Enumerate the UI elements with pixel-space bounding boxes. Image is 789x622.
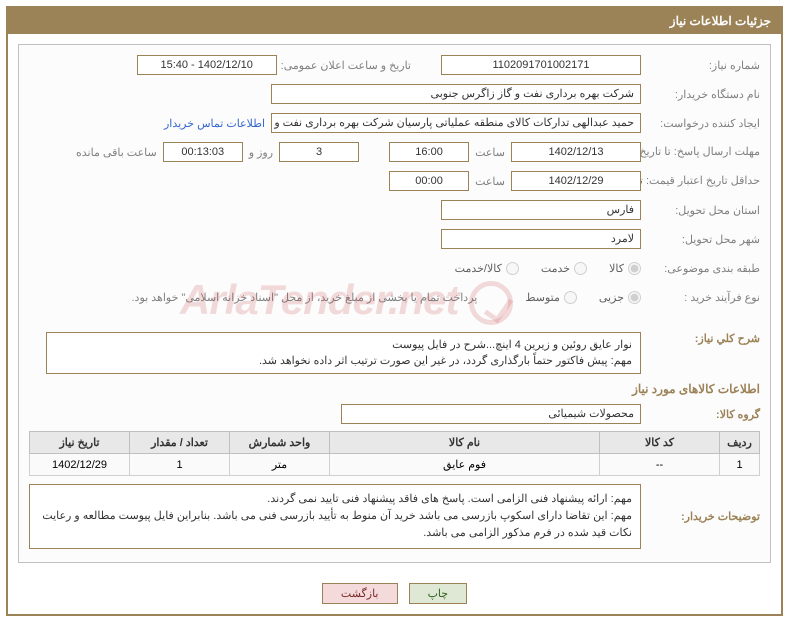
th-unit: واحد شمارش bbox=[230, 432, 330, 454]
province-value: فارس bbox=[441, 200, 641, 220]
radio-cat-both bbox=[506, 262, 519, 275]
radio-proc-minor bbox=[628, 291, 641, 304]
row-category: طبقه بندی موضوعی: کالا خدمت کالا/خدمت bbox=[29, 256, 760, 280]
table-header-row: ردیف کد کالا نام کالا واحد شمارش تعداد /… bbox=[30, 432, 760, 454]
th-row: ردیف bbox=[720, 432, 760, 454]
row-goods-group: گروه کالا: محصولات شیمیائی bbox=[29, 402, 760, 426]
city-value: لامرد bbox=[441, 229, 641, 249]
desc-label: شرح کلي نیاز: bbox=[645, 332, 760, 345]
desc-box: نوار عایق روئین و زیرین 4 اینچ...شرح در … bbox=[46, 332, 641, 374]
buyer-notes-box: مهم: ارائه پیشنهاد فنی الزامی است. پاسخ … bbox=[29, 484, 641, 549]
deadline-time: 16:00 bbox=[389, 142, 469, 162]
back-button[interactable]: بازگشت bbox=[322, 583, 398, 604]
th-name: نام کالا bbox=[330, 432, 600, 454]
remaining-label: ساعت باقی مانده bbox=[76, 146, 157, 159]
th-code: کد کالا bbox=[600, 432, 720, 454]
row-validity: حداقل تاریخ اعتبار قیمت: تا تاریخ: 1402/… bbox=[29, 169, 760, 193]
deadline-label: مهلت ارسال پاسخ: تا تاریخ: bbox=[645, 146, 760, 158]
days-remaining: 3 bbox=[279, 142, 359, 162]
radio-cat-service-label: خدمت bbox=[541, 262, 570, 275]
row-description: شرح کلي نیاز: نوار عایق روئین و زیرین 4 … bbox=[29, 332, 760, 374]
th-date: تاریخ نیاز bbox=[30, 432, 130, 454]
buyer-org-value: شرکت بهره برداری نفت و گاز زاگرس جنوبی bbox=[271, 84, 641, 104]
category-label: طبقه بندی موضوعی: bbox=[645, 262, 760, 275]
row-process: نوع فرآیند خرید : جزیی متوسط پرداخت تمام… bbox=[29, 285, 760, 309]
radio-cat-service bbox=[574, 262, 587, 275]
validity-time: 00:00 bbox=[389, 171, 469, 191]
td-code: -- bbox=[600, 454, 720, 476]
desc-line2: مهم: پیش فاکتور حتماً بارگذاری گردد، در … bbox=[55, 353, 632, 369]
row-buyer-org: نام دستگاه خریدار: شرکت بهره برداری نفت … bbox=[29, 82, 760, 106]
validity-date: 1402/12/29 bbox=[511, 171, 641, 191]
buyer-org-label: نام دستگاه خریدار: bbox=[645, 88, 760, 101]
content-panel: شماره نیاز: 1102091701002171 تاریخ و ساع… bbox=[18, 44, 771, 563]
days-label: روز و bbox=[249, 146, 273, 159]
radio-cat-goods bbox=[628, 262, 641, 275]
row-province: استان محل تحویل: فارس bbox=[29, 198, 760, 222]
radio-cat-goods-label: کالا bbox=[609, 262, 624, 275]
payment-note: پرداخت تمام یا بخشی از مبلغ خرید، از محل… bbox=[132, 291, 478, 304]
row-need-number: شماره نیاز: 1102091701002171 تاریخ و ساع… bbox=[29, 53, 760, 77]
header-title: جزئیات اطلاعات نیاز bbox=[670, 14, 771, 28]
goods-table: ردیف کد کالا نام کالا واحد شمارش تعداد /… bbox=[29, 431, 760, 476]
time-label-2: ساعت bbox=[475, 175, 505, 188]
main-frame: جزئیات اطلاعات نیاز شماره نیاز: 11020917… bbox=[6, 6, 783, 616]
radio-cat-both-label: کالا/خدمت bbox=[455, 262, 502, 275]
row-city: شهر محل تحویل: لامرد bbox=[29, 227, 760, 251]
radio-proc-medium bbox=[564, 291, 577, 304]
process-label: نوع فرآیند خرید : bbox=[645, 291, 760, 304]
group-value: محصولات شیمیائی bbox=[341, 404, 641, 424]
validity-label: حداقل تاریخ اعتبار قیمت: تا تاریخ: bbox=[645, 175, 760, 187]
row-deadline: مهلت ارسال پاسخ: تا تاریخ: 1402/12/13 سا… bbox=[29, 140, 760, 164]
td-date: 1402/12/29 bbox=[30, 454, 130, 476]
countdown: 00:13:03 bbox=[163, 142, 243, 162]
contact-buyer-link[interactable]: اطلاعات تماس خریدار bbox=[164, 117, 265, 130]
requester-label: ایجاد کننده درخواست: bbox=[645, 117, 760, 130]
td-name: فوم عایق bbox=[330, 454, 600, 476]
group-label: گروه کالا: bbox=[645, 408, 760, 421]
table-row: 1 -- فوم عایق متر 1 1402/12/29 bbox=[30, 454, 760, 476]
radio-proc-minor-label: جزیی bbox=[599, 291, 624, 304]
buyer-notes-label: توضیحات خریدار: bbox=[645, 510, 760, 523]
need-no-value: 1102091701002171 bbox=[441, 55, 641, 75]
desc-line1: نوار عایق روئین و زیرین 4 اینچ...شرح در … bbox=[55, 337, 632, 353]
radio-proc-medium-label: متوسط bbox=[525, 291, 560, 304]
requester-value: حمید عبدالهی تدارکات کالای منطقه عملیاتی… bbox=[271, 113, 641, 133]
buyer-notes-line1: مهم: ارائه پیشنهاد فنی الزامی است. پاسخ … bbox=[38, 491, 632, 508]
header-bar: جزئیات اطلاعات نیاز bbox=[8, 8, 781, 34]
goods-section-title: اطلاعات کالاهای مورد نیاز bbox=[29, 382, 760, 396]
time-label-1: ساعت bbox=[475, 146, 505, 159]
print-button[interactable]: چاپ bbox=[409, 583, 468, 604]
td-unit: متر bbox=[230, 454, 330, 476]
province-label: استان محل تحویل: bbox=[645, 204, 760, 217]
deadline-date: 1402/12/13 bbox=[511, 142, 641, 162]
need-no-label: شماره نیاز: bbox=[645, 59, 760, 72]
row-requester: ایجاد کننده درخواست: حمید عبدالهی تدارکا… bbox=[29, 111, 760, 135]
row-buyer-notes: توضیحات خریدار: مهم: ارائه پیشنهاد فنی ا… bbox=[29, 484, 760, 549]
th-qty: تعداد / مقدار bbox=[130, 432, 230, 454]
buttons-row: چاپ بازگشت bbox=[8, 573, 781, 614]
announce-value: 1402/12/10 - 15:40 bbox=[137, 55, 277, 75]
td-qty: 1 bbox=[130, 454, 230, 476]
announce-label: تاریخ و ساعت اعلان عمومی: bbox=[281, 59, 411, 72]
td-idx: 1 bbox=[720, 454, 760, 476]
buyer-notes-line2: مهم: این تقاضا دارای اسکوپ بازرسی می باش… bbox=[38, 508, 632, 542]
city-label: شهر محل تحویل: bbox=[645, 233, 760, 246]
